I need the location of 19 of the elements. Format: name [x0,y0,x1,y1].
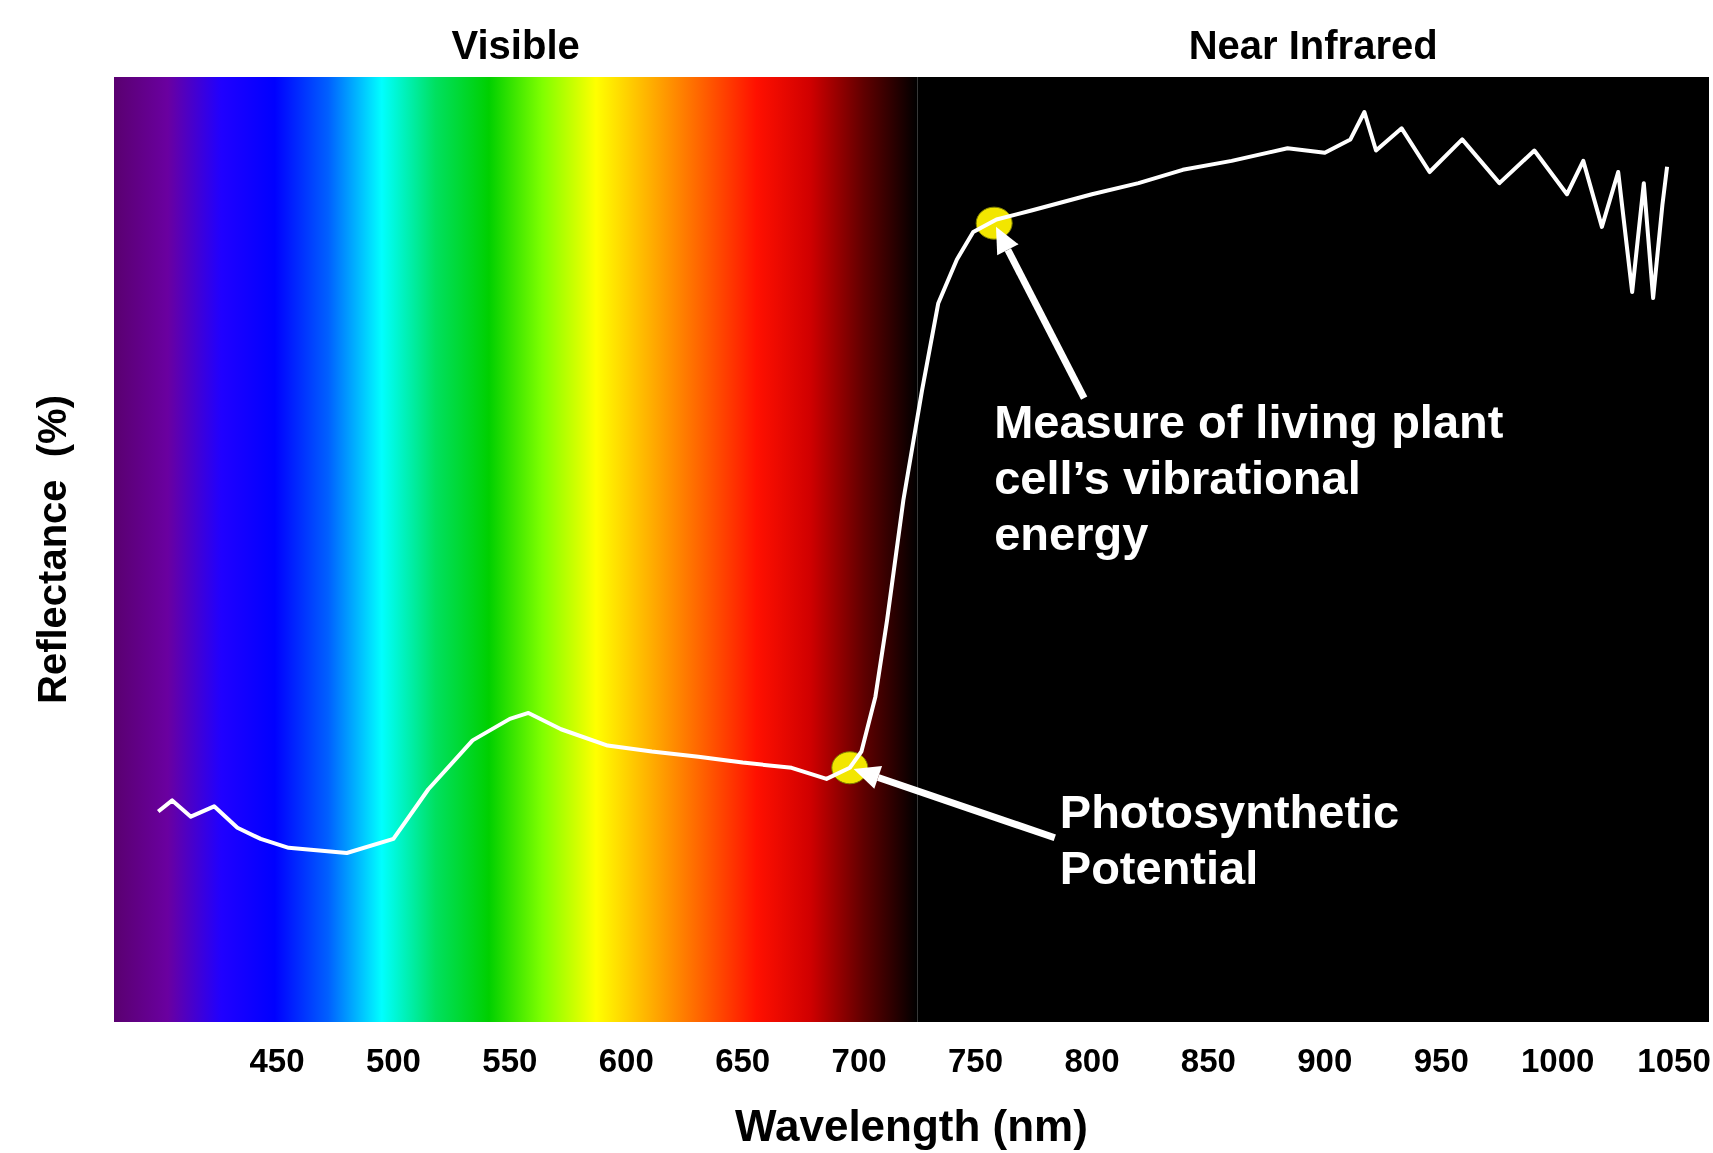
x-tick-label: 1000 [1520,1042,1595,1079]
x-tick-label: 600 [598,1042,654,1079]
annotation: Photosynthetic Potential [1059,784,1400,894]
x-tick-label: 700 [831,1042,887,1079]
band-label: Near Infrared [1188,23,1438,67]
x-tick-label: 800 [1064,1042,1120,1079]
x-tick-label: 950 [1413,1042,1469,1079]
x-tick-label: 500 [365,1042,421,1079]
band-label: Visible [451,23,580,67]
x-tick-label: 850 [1180,1042,1236,1079]
x-tick-label: 900 [1297,1042,1353,1079]
y-axis-title: Reflectance (%) [30,395,74,704]
x-tick-label: 750 [948,1042,1004,1079]
x-tick-label: 1050 [1637,1042,1711,1079]
x-tick-label: 650 [715,1042,771,1079]
annotation: Measure of living plant cell’s vibrational energy [994,395,1504,561]
x-axis-title: Wavelength (nm) [735,1101,1088,1150]
x-tick-label: 450 [249,1042,305,1079]
x-tick-label: 550 [482,1042,538,1079]
